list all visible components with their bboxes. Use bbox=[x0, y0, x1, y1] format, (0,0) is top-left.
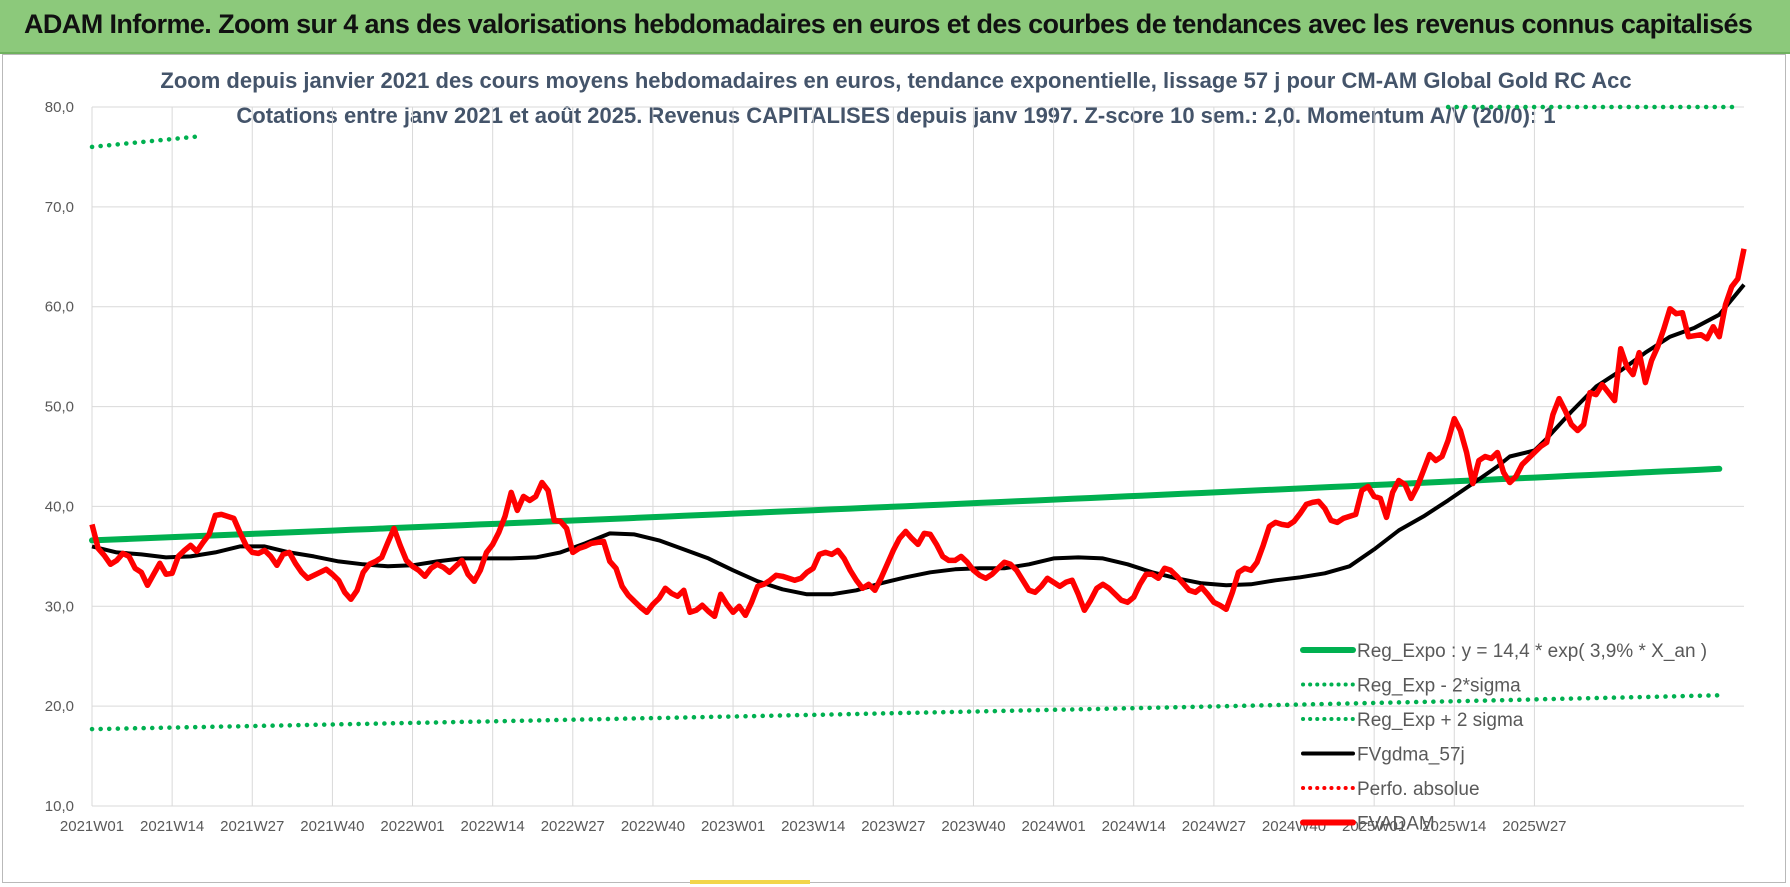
y-tick-label: 80,0 bbox=[45, 99, 74, 116]
x-tick-label: 2022W27 bbox=[541, 818, 605, 835]
legend-label: FVADAM bbox=[1357, 814, 1435, 835]
reg-exp-plus-2sigma-line bbox=[89, 133, 206, 150]
report-banner: ADAM Informe. Zoom sur 4 ans des valoris… bbox=[0, 0, 1790, 54]
x-tick-label: 2022W01 bbox=[380, 818, 444, 835]
fvgdma-57j-line bbox=[91, 283, 1746, 597]
x-tick-label: 2025W14 bbox=[1422, 818, 1486, 835]
fvadam-line bbox=[89, 248, 1747, 620]
y-tick-label: 70,0 bbox=[45, 199, 74, 216]
y-tick-label: 20,0 bbox=[45, 698, 74, 715]
x-tick-label: 2021W27 bbox=[220, 818, 284, 835]
x-axis: 2021W01 2021W14 2021W27 2021W40 2022W01 2022W… bbox=[60, 818, 1567, 835]
x-tick-label: 2024W14 bbox=[1102, 818, 1166, 835]
plot-area bbox=[89, 104, 1747, 732]
legend-label: FVgdma_57j bbox=[1357, 745, 1465, 766]
x-tick-label: 2023W14 bbox=[781, 818, 845, 835]
x-tick-label: 2021W40 bbox=[300, 818, 364, 835]
x-tick-label: 2023W27 bbox=[861, 818, 925, 835]
x-tick-label: 2023W01 bbox=[701, 818, 765, 835]
report-title: ADAM Informe. Zoom sur 4 ans des valoris… bbox=[24, 9, 1753, 39]
legend: Reg_Expo : y = 14,4 * exp( 3,9% * X_an )… bbox=[1300, 641, 1707, 835]
x-tick-label: 2024W01 bbox=[1022, 818, 1086, 835]
y-axis: 10,0 20,0 30,0 40,0 50,0 60,0 70,0 80,0 bbox=[45, 99, 74, 815]
y-tick-label: 40,0 bbox=[45, 498, 74, 515]
y-tick-label: 60,0 bbox=[45, 299, 74, 316]
x-tick-label: 2023W40 bbox=[941, 818, 1005, 835]
legend-label: Reg_Exp + 2 sigma bbox=[1357, 710, 1524, 731]
x-tick-label: 2025W27 bbox=[1502, 818, 1566, 835]
page-marker bbox=[690, 880, 810, 884]
y-tick-label: 10,0 bbox=[45, 798, 74, 815]
x-tick-label: 2021W14 bbox=[140, 818, 204, 835]
legend-label: Reg_Exp - 2*sigma bbox=[1357, 676, 1521, 697]
chart: Zoom depuis janvier 2021 des cours moyen… bbox=[45, 68, 1747, 835]
y-tick-label: 30,0 bbox=[45, 598, 74, 615]
legend-label: Reg_Expo : y = 14,4 * exp( 3,9% * X_an ) bbox=[1357, 641, 1707, 662]
x-tick-label: 2022W40 bbox=[621, 818, 685, 835]
chart-frame: Zoom depuis janvier 2021 des cours moyen… bbox=[2, 54, 1786, 883]
x-tick-label: 2021W01 bbox=[60, 818, 124, 835]
chart-title: Zoom depuis janvier 2021 des cours moyen… bbox=[160, 68, 1631, 93]
y-tick-label: 50,0 bbox=[45, 399, 74, 416]
x-tick-label: 2025W01 bbox=[1342, 818, 1406, 835]
grid bbox=[91, 106, 1744, 807]
x-tick-label: 2022W14 bbox=[461, 818, 525, 835]
reg-expo-line bbox=[89, 465, 1723, 544]
legend-label: Perfo. absolue bbox=[1357, 779, 1480, 800]
x-tick-label: 2024W27 bbox=[1182, 818, 1246, 835]
